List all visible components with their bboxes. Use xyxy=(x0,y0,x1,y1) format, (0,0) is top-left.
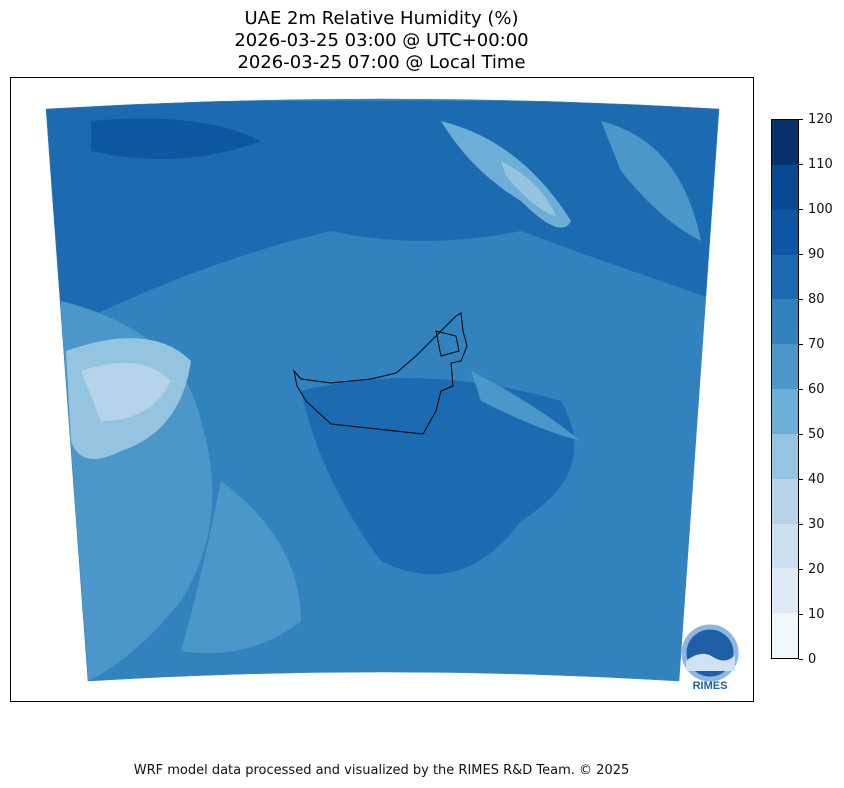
title-line-3: 2026-03-25 07:00 @ Local Time xyxy=(237,52,526,73)
colorbar-segment xyxy=(772,209,798,255)
humidity-map: RIMES xyxy=(45,98,739,692)
colorbar-segment xyxy=(772,433,798,479)
colorbar-tick-label: 60 xyxy=(799,382,825,397)
contour-30-40-west xyxy=(81,363,171,421)
colorbar-tick-label: 0 xyxy=(799,652,816,667)
contour-80-90-north xyxy=(46,101,719,331)
colorbar-tick-label: 90 xyxy=(799,247,825,262)
rimes-logo: RIMES xyxy=(681,624,739,692)
colorbar-segment xyxy=(772,523,798,569)
contour-60-70-gulf xyxy=(471,371,581,441)
colorbar-segment xyxy=(772,613,798,658)
colorbar-tick-label: 120 xyxy=(799,112,833,127)
colorbar-tick-label: 30 xyxy=(799,517,825,532)
colorbar-tick-label: 80 xyxy=(799,292,825,307)
colorbar-segment xyxy=(772,164,798,210)
colorbar-tick-label: 110 xyxy=(799,157,833,172)
colorbar-segment xyxy=(772,344,798,390)
contour-60-70-northeast xyxy=(601,121,701,241)
colorbar xyxy=(771,119,799,659)
colorbar-tick-label: 40 xyxy=(799,472,825,487)
colorbar-segment xyxy=(772,254,798,300)
uae-border xyxy=(293,312,468,435)
colorbar-tick-label: 50 xyxy=(799,427,825,442)
map-axes: RIMES xyxy=(10,77,754,702)
svg-text:RIMES: RIMES xyxy=(693,680,728,692)
footer-credit: WRF model data processed and visualized … xyxy=(133,763,630,778)
colorbar-tick-label: 70 xyxy=(799,337,825,352)
contour-90-100 xyxy=(91,118,261,159)
contour-40-50-north xyxy=(501,161,556,216)
title-line-1: UAE 2m Relative Humidity (%) xyxy=(244,8,519,29)
colorbar-tick-label: 10 xyxy=(799,607,825,622)
contour-60-70-south xyxy=(181,481,301,653)
uae-east-coast xyxy=(435,330,460,357)
colorbar-segment xyxy=(772,120,798,165)
colorbar-tick-label: 100 xyxy=(799,202,833,217)
colorbar-segment xyxy=(772,568,798,614)
colorbar-segment xyxy=(772,299,798,345)
title-line-2: 2026-03-25 03:00 @ UTC+00:00 xyxy=(234,30,529,51)
contour-80-90-center xyxy=(301,378,575,575)
colorbar-segment xyxy=(772,478,798,524)
domain-boundary xyxy=(45,98,720,682)
colorbar-segment xyxy=(772,389,798,434)
colorbar-tick-label: 20 xyxy=(799,562,825,577)
